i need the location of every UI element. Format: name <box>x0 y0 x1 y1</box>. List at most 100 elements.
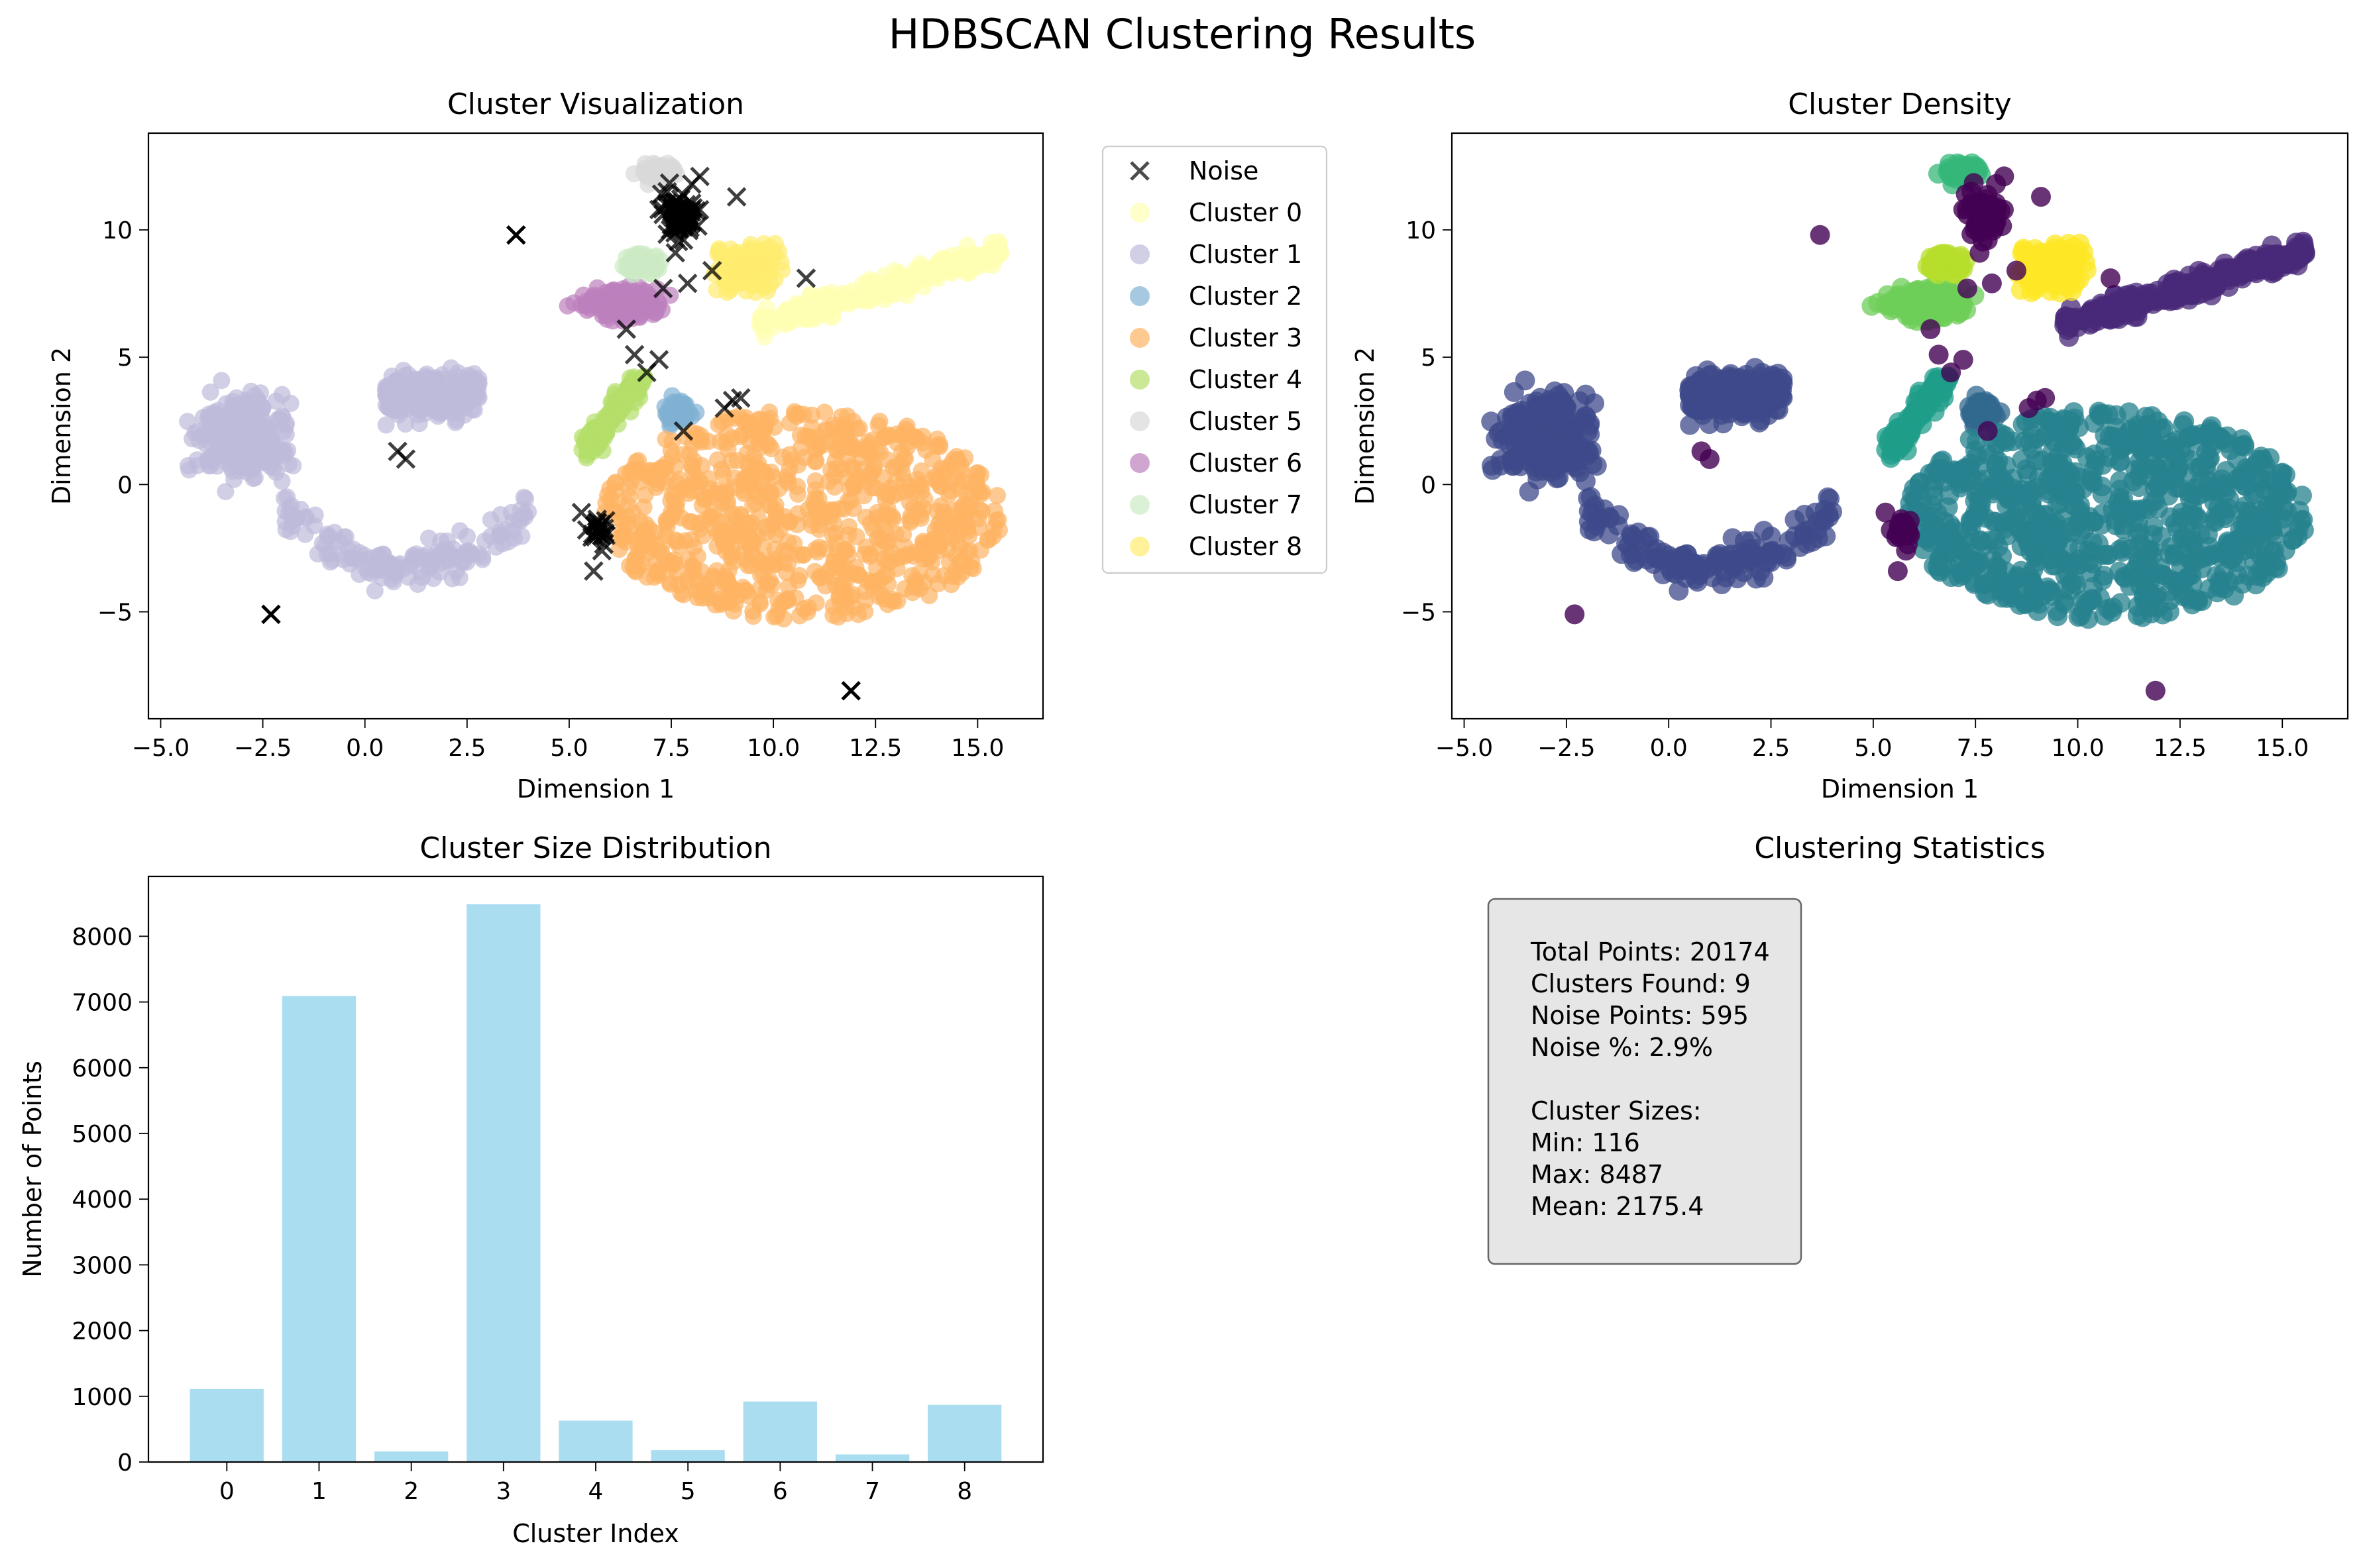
density-point <box>2213 499 2233 520</box>
density-point <box>1820 488 1840 509</box>
legend-item: Cluster 0 <box>1130 198 1302 227</box>
density-point <box>1965 503 1985 523</box>
legend-cluster-marker <box>1130 370 1150 390</box>
density-point <box>2054 594 2075 614</box>
cluster-1-point <box>237 449 255 467</box>
density-point <box>1726 393 1747 414</box>
legend-label: Cluster 1 <box>1189 240 1302 269</box>
cluster-6-point <box>598 310 616 328</box>
cluster-3-point <box>781 414 798 432</box>
density-point <box>2187 486 2208 506</box>
cluster-3-point <box>767 502 785 519</box>
cluster-3-point <box>861 515 879 532</box>
density-point <box>2173 415 2193 435</box>
cluster-3-point <box>880 532 898 550</box>
density-point <box>1901 309 1922 329</box>
cluster-1-point <box>400 366 417 384</box>
legend-item: Cluster 6 <box>1130 448 1302 478</box>
density-point <box>1959 397 1979 417</box>
cluster-7-points <box>614 244 670 283</box>
figure-title: HDBSCAN Clustering Results <box>889 10 1476 58</box>
cluster-3-point <box>763 440 781 458</box>
density-point <box>1991 470 2012 490</box>
noise-point <box>665 209 686 229</box>
cluster-3-point <box>847 558 865 576</box>
cluster-8-point <box>773 261 791 279</box>
density-point <box>2093 297 2113 318</box>
density-point <box>1490 450 1511 470</box>
density-point <box>2128 552 2148 572</box>
density-point <box>2268 558 2288 579</box>
cluster-3-point <box>964 560 982 578</box>
cluster-1-point <box>254 431 272 449</box>
cluster-3-point <box>961 474 979 492</box>
density-point <box>2274 245 2294 266</box>
density-point <box>2004 507 2024 527</box>
density-point <box>1957 472 1977 492</box>
density-point <box>2016 459 2036 480</box>
cluster-1-point <box>474 548 492 566</box>
density-point <box>2183 505 2204 525</box>
cluster-3-point <box>871 571 889 589</box>
cluster-1-point <box>432 545 449 562</box>
cluster-visualization-xtick-label: 7.5 <box>652 735 690 762</box>
cluster-3-point <box>741 527 759 545</box>
cluster-3-point <box>875 469 893 487</box>
noise-point <box>682 212 702 233</box>
cluster-3-point <box>732 505 749 523</box>
density-point <box>2174 570 2195 590</box>
density-point <box>2201 545 2222 565</box>
cluster-4-point <box>575 434 593 452</box>
cluster-3-point <box>810 521 828 538</box>
cluster-visualization-xtick-label: 12.5 <box>849 735 902 762</box>
density-point <box>2201 416 2222 437</box>
density-point <box>2292 486 2312 506</box>
density-point <box>2027 478 2048 498</box>
cluster-3-point <box>869 416 887 434</box>
cluster-3-point <box>779 467 796 485</box>
cluster-1-point <box>491 527 509 545</box>
cluster-3-point <box>810 490 828 507</box>
noise-point <box>396 449 416 469</box>
cluster-3-points <box>596 403 1008 628</box>
density-point <box>2106 405 2126 425</box>
cluster-3-point <box>620 480 638 497</box>
cluster-3-point <box>764 515 782 533</box>
density-point <box>1481 411 1502 432</box>
density-point <box>2234 476 2255 496</box>
density-point <box>1669 580 1689 601</box>
cluster-1-point <box>213 416 231 434</box>
cluster-1-point <box>296 525 314 543</box>
density-point <box>1952 560 1972 580</box>
noise-point <box>673 421 694 441</box>
cluster-6-points <box>559 277 679 330</box>
density-point <box>2227 449 2247 469</box>
density-point <box>2047 494 2067 515</box>
legend-label: Cluster 3 <box>1189 323 1302 352</box>
cluster-3-point <box>662 504 680 522</box>
cluster-0-point <box>790 299 808 317</box>
legend-cluster-marker <box>1130 495 1150 515</box>
cluster-3-point <box>632 513 649 531</box>
density-point <box>2063 402 2084 423</box>
density-point <box>2204 276 2225 296</box>
cluster-1-point <box>252 405 270 422</box>
legend-item: Cluster 8 <box>1130 532 1302 561</box>
cluster-0-point <box>810 299 828 317</box>
density-point <box>1702 364 1722 385</box>
cluster-3-point <box>795 546 812 564</box>
density-point <box>1751 366 1771 387</box>
density-point <box>1959 429 1980 450</box>
cluster-4-point <box>589 427 607 444</box>
cluster-visualization-xtick-label: 5.0 <box>550 735 588 762</box>
noise-point <box>506 225 526 245</box>
cluster-3-point <box>910 501 927 519</box>
cluster-3-point <box>923 553 941 571</box>
density-point <box>1950 247 1970 268</box>
cluster-3-point <box>708 562 726 580</box>
cluster-1-point <box>451 569 468 586</box>
density-point <box>2127 605 2148 625</box>
cluster-6-point <box>619 291 636 309</box>
legend-cluster-marker <box>1130 411 1150 431</box>
density-point <box>2111 593 2131 613</box>
